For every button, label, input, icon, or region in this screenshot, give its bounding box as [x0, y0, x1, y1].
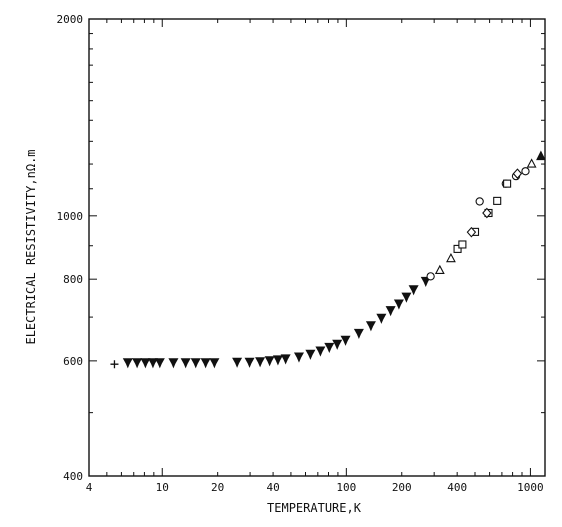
data-point [426, 272, 435, 281]
data-point [376, 313, 387, 324]
data-point [315, 346, 326, 357]
data-point [200, 358, 211, 369]
y-tick-label: 800 [63, 273, 83, 286]
y-axis-title: ELECTRICAL RESISTIVITY,nΩ.m [24, 149, 38, 344]
x-tick-label: 100 [336, 481, 356, 494]
x-axis-title: TEMPERATURE,K [267, 501, 362, 515]
data-point [365, 321, 376, 332]
x-tick-label: 1000 [517, 481, 544, 494]
plot-frame [88, 18, 546, 477]
data-point [512, 168, 523, 180]
data-point [453, 244, 462, 253]
data-point [332, 339, 343, 350]
y-tick-label: 1000 [57, 210, 84, 223]
data-point [466, 226, 477, 238]
data-point [147, 358, 158, 369]
x-tick-label: 10 [156, 481, 169, 494]
data-point [293, 352, 304, 363]
y-tick-labels: 400 600 800 1000 2000 [57, 13, 84, 483]
data-point [264, 356, 275, 367]
data-point [324, 342, 335, 354]
data-point [280, 354, 291, 365]
x-tick-label: 4 [86, 481, 93, 494]
data-point [255, 357, 266, 368]
data-point [536, 150, 546, 161]
x-tick-labels: 4 10 20 40 100 200 400 1000 [86, 481, 544, 494]
data-point [190, 358, 201, 369]
data-point [385, 306, 396, 317]
data-point [209, 358, 220, 369]
data-point [493, 196, 502, 205]
data-point [408, 285, 419, 296]
y-tick-label: 600 [63, 355, 83, 368]
y-tick-label: 2000 [57, 13, 84, 26]
data-point [401, 292, 412, 303]
data-point [232, 357, 243, 368]
data-point [353, 328, 364, 339]
x-tick-label: 200 [392, 481, 412, 494]
data-point [393, 299, 404, 310]
data-point [503, 179, 512, 188]
data-point [180, 358, 191, 369]
x-tick-label: 20 [211, 481, 224, 494]
axis-ticks [88, 18, 545, 477]
data-point [526, 158, 537, 168]
data-point [132, 358, 143, 369]
y-tick-label: 400 [63, 470, 83, 483]
data-point [272, 355, 283, 366]
data-point [475, 197, 484, 206]
data-point [521, 167, 530, 176]
data-point [168, 358, 179, 369]
data-point [140, 358, 151, 369]
data-point [305, 349, 316, 360]
data-point [446, 252, 456, 263]
data-points [110, 150, 546, 369]
data-point [434, 264, 445, 274]
data-point [244, 357, 255, 368]
data-point [340, 335, 351, 346]
x-tick-label: 40 [266, 481, 279, 494]
data-point [122, 358, 133, 369]
data-point [458, 240, 467, 249]
data-point [110, 360, 119, 369]
x-tick-label: 400 [447, 481, 467, 494]
data-point [154, 358, 165, 369]
data-point [482, 207, 492, 219]
